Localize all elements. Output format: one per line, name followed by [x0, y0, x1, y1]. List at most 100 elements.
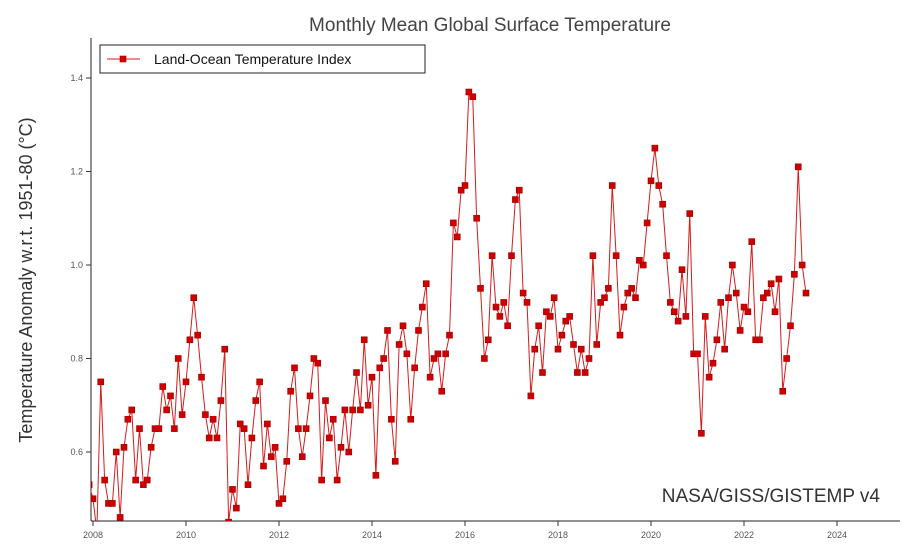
data-point[interactable]	[174, 355, 182, 362]
data-point[interactable]	[481, 355, 488, 362]
data-point[interactable]	[279, 495, 287, 503]
data-point[interactable]	[721, 345, 728, 353]
data-point[interactable]	[267, 453, 275, 460]
data-point[interactable]	[376, 364, 384, 372]
data-point[interactable]	[535, 322, 542, 330]
data-point[interactable]	[399, 322, 407, 330]
data-point[interactable]	[302, 425, 310, 432]
data-point[interactable]	[357, 406, 364, 414]
data-point[interactable]	[256, 378, 263, 386]
data-point[interactable]	[496, 313, 504, 320]
data-point[interactable]	[667, 299, 674, 306]
data-point[interactable]	[194, 331, 201, 339]
data-point[interactable]	[97, 378, 105, 386]
data-point[interactable]	[570, 341, 577, 348]
data-point[interactable]	[349, 406, 356, 414]
data-point[interactable]	[275, 500, 283, 507]
data-point[interactable]	[539, 369, 546, 376]
legend[interactable]: Land-Ocean Temperature Index	[99, 44, 426, 74]
data-point[interactable]	[732, 289, 740, 297]
data-point[interactable]	[450, 219, 457, 227]
data-point[interactable]	[453, 233, 461, 241]
data-point[interactable]	[725, 294, 732, 302]
data-point[interactable]	[426, 373, 434, 381]
data-point[interactable]	[446, 331, 453, 339]
data-point[interactable]	[244, 481, 252, 489]
data-point[interactable]	[368, 373, 376, 381]
data-point[interactable]	[508, 252, 515, 259]
data-point[interactable]	[260, 462, 267, 470]
data-point[interactable]	[345, 448, 353, 456]
data-point[interactable]	[90, 495, 97, 503]
data-point[interactable]	[682, 313, 690, 320]
data-point[interactable]	[605, 285, 612, 292]
data-point[interactable]	[663, 252, 670, 259]
data-point[interactable]	[298, 453, 306, 460]
data-point[interactable]	[264, 420, 271, 428]
data-point[interactable]	[306, 392, 314, 400]
data-point[interactable]	[523, 299, 531, 306]
data-point[interactable]	[295, 425, 302, 432]
data-point[interactable]	[577, 345, 585, 353]
data-point[interactable]	[519, 289, 527, 297]
data-point[interactable]	[461, 182, 469, 189]
data-point[interactable]	[124, 415, 132, 423]
data-point[interactable]	[763, 289, 771, 297]
data-point[interactable]	[581, 369, 589, 376]
data-point[interactable]	[329, 415, 337, 423]
data-point[interactable]	[147, 444, 155, 451]
data-point[interactable]	[647, 177, 655, 185]
data-point[interactable]	[326, 434, 333, 442]
data-point[interactable]	[554, 345, 562, 353]
data-point[interactable]	[120, 444, 128, 451]
data-point[interactable]	[372, 472, 380, 479]
data-point[interactable]	[794, 163, 802, 171]
data-point[interactable]	[395, 341, 403, 348]
data-point[interactable]	[639, 261, 647, 269]
data-point[interactable]	[388, 415, 395, 423]
data-point[interactable]	[407, 415, 415, 423]
data-point[interactable]	[341, 406, 349, 414]
data-point[interactable]	[248, 434, 256, 442]
data-point[interactable]	[283, 458, 291, 465]
data-point[interactable]	[221, 345, 229, 353]
data-point[interactable]	[779, 387, 787, 395]
data-point[interactable]	[620, 303, 628, 311]
data-point[interactable]	[101, 476, 108, 484]
data-point[interactable]	[159, 383, 167, 390]
data-point[interactable]	[798, 261, 806, 269]
data-point[interactable]	[612, 252, 620, 259]
data-point[interactable]	[132, 476, 139, 484]
data-point[interactable]	[504, 322, 511, 330]
data-point[interactable]	[430, 355, 438, 362]
data-point[interactable]	[802, 289, 810, 297]
data-point[interactable]	[527, 392, 535, 400]
data-point[interactable]	[674, 317, 682, 325]
data-point[interactable]	[310, 355, 318, 362]
data-point[interactable]	[546, 313, 554, 320]
data-point[interactable]	[186, 336, 194, 344]
data-point[interactable]	[767, 280, 775, 288]
data-point[interactable]	[608, 182, 616, 189]
data-point[interactable]	[314, 359, 322, 367]
data-point[interactable]	[515, 186, 523, 194]
data-point[interactable]	[736, 327, 744, 334]
data-point[interactable]	[236, 420, 244, 428]
data-point[interactable]	[337, 444, 345, 451]
data-point[interactable]	[112, 448, 120, 456]
data-point[interactable]	[442, 350, 449, 358]
data-point[interactable]	[643, 219, 651, 227]
data-point[interactable]	[457, 186, 465, 194]
data-point[interactable]	[686, 210, 694, 217]
data-point[interactable]	[783, 355, 790, 362]
data-point[interactable]	[384, 327, 391, 334]
data-point[interactable]	[202, 411, 209, 418]
data-point[interactable]	[562, 317, 570, 325]
data-point[interactable]	[775, 275, 783, 283]
data-point[interactable]	[709, 359, 717, 367]
data-point[interactable]	[791, 271, 798, 278]
data-point[interactable]	[333, 476, 341, 484]
data-point[interactable]	[419, 303, 426, 311]
data-point[interactable]	[787, 322, 794, 330]
data-point[interactable]	[171, 425, 178, 432]
